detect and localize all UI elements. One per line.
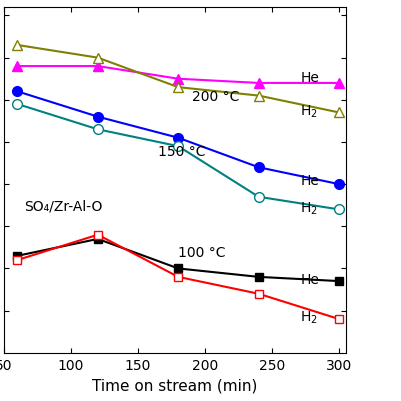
Text: He: He — [300, 71, 318, 84]
Text: H$_2$: H$_2$ — [300, 200, 317, 216]
Text: H$_2$: H$_2$ — [300, 309, 317, 325]
Text: He: He — [300, 272, 318, 286]
Text: 150 °C: 150 °C — [158, 144, 205, 158]
Text: He: He — [300, 174, 318, 187]
Text: SO₄/Zr-Al-O: SO₄/Zr-Al-O — [24, 199, 102, 213]
Text: H$_2$: H$_2$ — [300, 103, 317, 119]
Text: 200 °C: 200 °C — [191, 89, 239, 103]
X-axis label: Time on stream (min): Time on stream (min) — [92, 377, 257, 392]
Text: 100 °C: 100 °C — [178, 245, 225, 259]
